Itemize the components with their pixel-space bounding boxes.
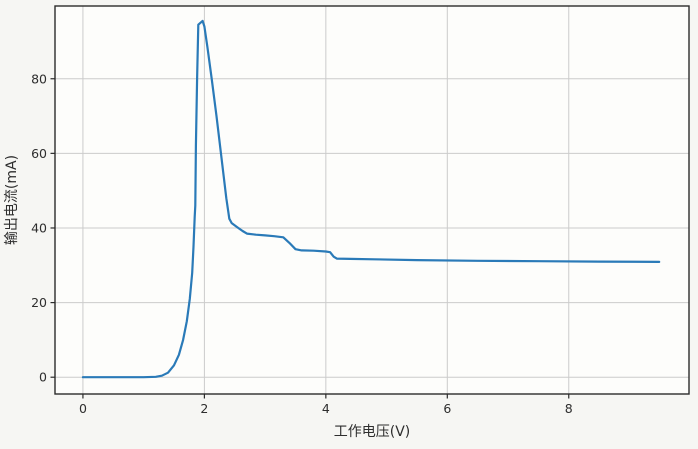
- data-line: [81, 19, 661, 379]
- x-tick-label: 4: [322, 401, 330, 416]
- x-tick-label: 8: [565, 401, 573, 416]
- x-axis-label: 工作电压(V): [334, 424, 411, 440]
- y-tick-label: 40: [31, 220, 47, 235]
- plot-area: [55, 6, 689, 394]
- x-tick-label: 6: [443, 401, 451, 416]
- y-tick-label: 0: [39, 370, 47, 385]
- y-tick-label: 20: [31, 295, 47, 310]
- y-axis-label: 输出电流(mA): [4, 155, 20, 245]
- x-tick-label: 0: [79, 401, 87, 416]
- plot-border: [54, 5, 690, 395]
- y-tick-label: 60: [31, 146, 47, 161]
- y-tick-label: 80: [31, 71, 47, 86]
- x-tick-label: 2: [200, 401, 208, 416]
